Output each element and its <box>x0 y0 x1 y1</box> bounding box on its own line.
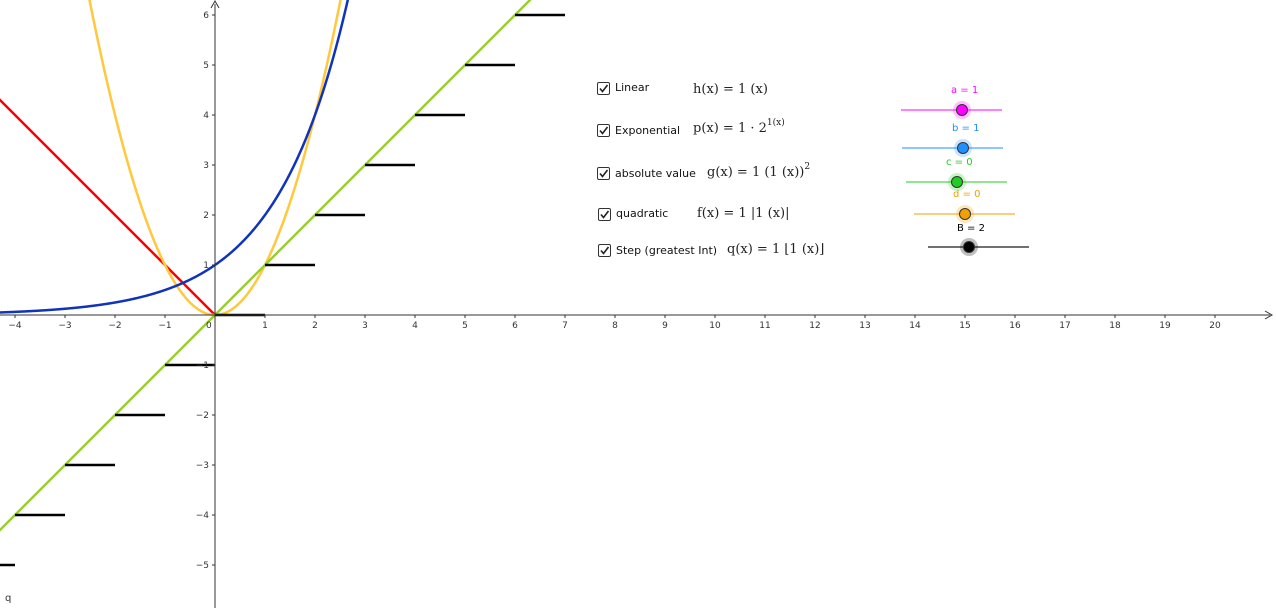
formula-expr: = 1 |1 (x)| <box>719 206 790 221</box>
checkmark-icon <box>599 169 609 178</box>
exponential-curve[interactable] <box>0 0 350 314</box>
slider-B-label: B = 2 <box>957 223 985 234</box>
x-tick-label: 9 <box>662 321 668 331</box>
y-tick-label: 1 <box>203 261 209 271</box>
x-tick-label: 0 <box>206 321 212 331</box>
step-formula: q(x) = 1 ⌊1 (x)⌋ <box>727 242 824 257</box>
formula-exponent: 2 <box>804 162 811 172</box>
exponential-formula: p(x) = 1 · 21(x) <box>693 118 785 137</box>
checkmark-icon <box>600 246 610 255</box>
y-tick-label: −2 <box>196 411 209 421</box>
x-tick-label: 5 <box>462 321 468 331</box>
x-tick-label: 12 <box>809 321 820 331</box>
y-tick-label: 5 <box>203 61 209 71</box>
x-tick-label: 20 <box>1209 321 1221 331</box>
x-tick-label: 3 <box>362 321 368 331</box>
formula-expr: = 1 (1 (x)) <box>732 165 805 180</box>
formula-name: f(x) <box>697 206 720 221</box>
y-axis-arrow-icon <box>210 0 220 9</box>
formula-exponent: 1(x) <box>766 118 785 128</box>
slider-d-label: d = 0 <box>953 189 981 200</box>
x-tick-label: −2 <box>108 321 121 331</box>
linear-formula: h(x) = 1 (x) <box>693 82 768 97</box>
x-tick-label: 13 <box>859 321 870 331</box>
slider-c-label: c = 0 <box>946 157 973 168</box>
absolute-value-formula: g(x) = 1 (1 (x))2 <box>707 162 811 181</box>
axis-ticks: −4 −3 −2 −1 0 1 2 3 4 5 6 7 8 9 10 11 12 13 14 15 16 17 18 19 20… <box>8 11 1221 571</box>
x-tick-label: 16 <box>1009 321 1021 331</box>
checkmark-icon <box>599 84 609 93</box>
slider-b-label: b = 1 <box>952 123 980 134</box>
x-tick-label: −1 <box>158 321 171 331</box>
linear-checkbox[interactable] <box>597 82 610 95</box>
quadratic-checkbox[interactable] <box>598 208 611 221</box>
formula-name: p(x) <box>693 121 719 136</box>
x-tick-label: 1 <box>262 321 268 331</box>
corner-label: q <box>5 593 11 604</box>
x-tick-label: 17 <box>1059 321 1070 331</box>
y-tick-label: −5 <box>196 561 209 571</box>
checkmark-icon <box>599 126 609 135</box>
y-tick-label: 3 <box>203 161 209 171</box>
x-tick-label: 18 <box>1109 321 1121 331</box>
x-tick-label: 4 <box>412 321 418 331</box>
y-tick-label: −1 <box>196 361 209 371</box>
formula-name: g(x) <box>707 165 733 180</box>
quadratic-label: quadratic <box>616 207 669 220</box>
x-tick-label: 10 <box>709 321 721 331</box>
parabola-curve[interactable] <box>85 0 348 317</box>
x-tick-label: 15 <box>959 321 970 331</box>
x-tick-label: 2 <box>312 321 318 331</box>
absolute-value-curve[interactable] <box>0 95 216 316</box>
exponential-label: Exponential <box>615 124 681 137</box>
x-tick-label: 7 <box>562 321 568 331</box>
x-tick-label: 6 <box>512 321 518 331</box>
y-tick-label: 2 <box>203 211 209 221</box>
y-tick-label: 6 <box>203 11 209 21</box>
quadratic-formula: f(x) = 1 |1 (x)| <box>697 206 790 221</box>
absolute-value-label: absolute value <box>615 167 696 180</box>
slider-a-label: a = 1 <box>951 85 979 96</box>
absolute-value-checkbox[interactable] <box>597 167 610 180</box>
exponential-checkbox[interactable] <box>597 124 610 137</box>
y-tick-label: −3 <box>196 461 209 471</box>
x-tick-label: 8 <box>612 321 618 331</box>
y-tick-label: −4 <box>196 511 210 521</box>
linear-label: Linear <box>615 81 650 94</box>
x-tick-label: 14 <box>909 321 921 331</box>
step-checkbox[interactable] <box>598 244 611 257</box>
linear-curve[interactable] <box>0 0 535 535</box>
x-tick-label: 19 <box>1159 321 1171 331</box>
x-tick-label: −4 <box>8 321 22 331</box>
formula-name: h(x) <box>693 82 719 97</box>
x-axis-arrow-icon <box>1264 310 1274 320</box>
checkmark-icon <box>600 210 610 219</box>
formula-expr: = 1 ⌊1 (x)⌋ <box>752 242 825 257</box>
x-tick-label: 11 <box>759 321 770 331</box>
formula-name: q(x) <box>727 242 753 257</box>
x-tick-label: −3 <box>58 321 71 331</box>
step-label: Step (greatest Int) <box>616 244 718 257</box>
function-curves <box>0 0 565 567</box>
formula-expr: = 1 (x) <box>718 82 768 97</box>
formula-expr: = 1 · 2 <box>718 121 767 136</box>
y-tick-label: 4 <box>203 111 209 121</box>
